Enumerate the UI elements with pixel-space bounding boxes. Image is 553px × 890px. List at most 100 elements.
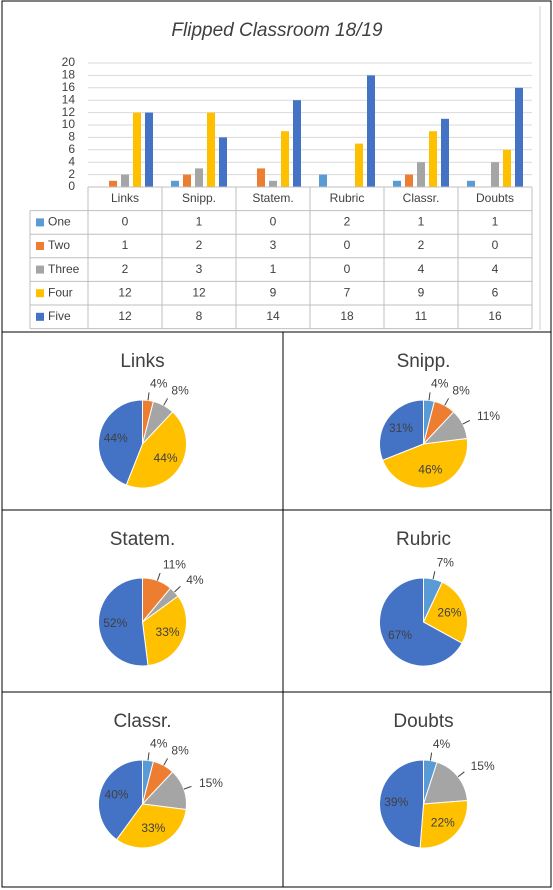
y-tick-label: 8	[68, 130, 75, 144]
table-value: 0	[492, 238, 499, 252]
data-label: 15%	[471, 759, 495, 773]
leader-line	[183, 785, 192, 790]
legend-label: Three	[48, 262, 80, 276]
data-label: 52%	[103, 616, 127, 630]
x-tick-label: Snipp.	[182, 191, 216, 205]
y-tick-label: 0	[68, 179, 75, 193]
table-value: 3	[270, 238, 277, 252]
bar	[417, 162, 425, 187]
legend-label: Two	[48, 238, 70, 252]
pie-slice	[98, 399, 143, 486]
data-label: 4%	[433, 737, 451, 751]
bar	[355, 143, 363, 187]
bar	[405, 174, 413, 187]
legend-label: Four	[48, 285, 73, 299]
bar	[257, 168, 265, 187]
pie-slice	[98, 759, 143, 841]
y-tick-label: 20	[62, 55, 76, 69]
data-label: 22%	[431, 815, 455, 829]
pie-title: Links	[120, 351, 164, 372]
x-tick-label: Statem.	[252, 191, 293, 205]
x-tick-label: Doubts	[476, 191, 514, 205]
data-label: 40%	[105, 788, 129, 802]
pie-slice	[379, 759, 424, 849]
bar	[429, 131, 437, 187]
leader-line	[457, 771, 465, 778]
legend-label: One	[48, 215, 71, 229]
table-value: 12	[192, 285, 206, 299]
leader-line	[163, 758, 168, 766]
table-value: 1	[492, 215, 499, 229]
table-value: 2	[122, 262, 129, 276]
data-label: 4%	[150, 737, 168, 751]
data-label: 4%	[431, 377, 449, 391]
bar	[491, 162, 499, 187]
bar	[145, 112, 153, 187]
table-value: 0	[344, 262, 351, 276]
legend-swatch	[36, 242, 44, 250]
bar	[367, 75, 375, 187]
table-value: 16	[488, 309, 502, 323]
pie-title: Classr.	[113, 711, 171, 732]
legend-swatch	[36, 289, 44, 298]
bar	[207, 112, 215, 187]
table-value: 12	[118, 309, 132, 323]
data-label: 39%	[384, 795, 408, 809]
legend-swatch	[36, 218, 44, 227]
leader-line	[163, 398, 168, 406]
table-value: 0	[122, 215, 129, 229]
table-value: 2	[196, 238, 203, 252]
table-value: 7	[344, 285, 351, 299]
pie-slice	[419, 800, 468, 849]
leader-line	[174, 586, 181, 593]
data-label: 26%	[437, 606, 461, 620]
pie-slice	[98, 577, 149, 667]
y-tick-label: 18	[62, 68, 76, 82]
table-value: 0	[270, 215, 277, 229]
data-label: 11%	[163, 558, 186, 572]
bar	[393, 180, 401, 187]
data-label: 4%	[150, 377, 168, 391]
bar	[133, 112, 141, 187]
pie-title: Rubric	[396, 529, 451, 550]
bar	[503, 149, 511, 187]
pie-title: Snipp.	[397, 351, 451, 372]
bar	[183, 174, 191, 187]
table-value: 3	[196, 262, 203, 276]
pie-slice	[125, 411, 187, 489]
leader-line	[147, 752, 150, 761]
table-value: 11	[415, 309, 428, 323]
table-value: 1	[418, 215, 425, 229]
legend-swatch	[36, 265, 44, 274]
table-value: 2	[344, 215, 351, 229]
data-label: 11%	[477, 409, 500, 423]
leader-line	[429, 752, 433, 761]
bar	[121, 174, 129, 187]
table-value: 18	[340, 309, 354, 323]
table-value: 4	[418, 262, 425, 276]
table-value: 1	[270, 262, 277, 276]
leader-line	[444, 398, 449, 406]
pie-slice	[381, 437, 468, 489]
table-value: 4	[492, 262, 499, 276]
bar	[293, 100, 301, 187]
data-label: 8%	[452, 384, 470, 398]
y-tick-label: 16	[62, 80, 76, 94]
bar	[467, 180, 475, 187]
table-value: 8	[196, 309, 203, 323]
pie-slice	[379, 399, 424, 461]
table-value: 14	[266, 309, 280, 323]
leader-line	[156, 572, 161, 581]
table-value: 1	[122, 238, 129, 252]
table-value: 9	[418, 285, 425, 299]
bar	[269, 180, 277, 187]
x-tick-label: Classr.	[403, 191, 440, 205]
data-label: 8%	[171, 384, 189, 398]
leader-line	[147, 392, 150, 401]
bar	[171, 180, 179, 187]
data-label: 44%	[104, 431, 128, 445]
data-label: 4%	[186, 573, 204, 587]
bar	[195, 168, 203, 187]
data-label: 44%	[154, 451, 178, 465]
